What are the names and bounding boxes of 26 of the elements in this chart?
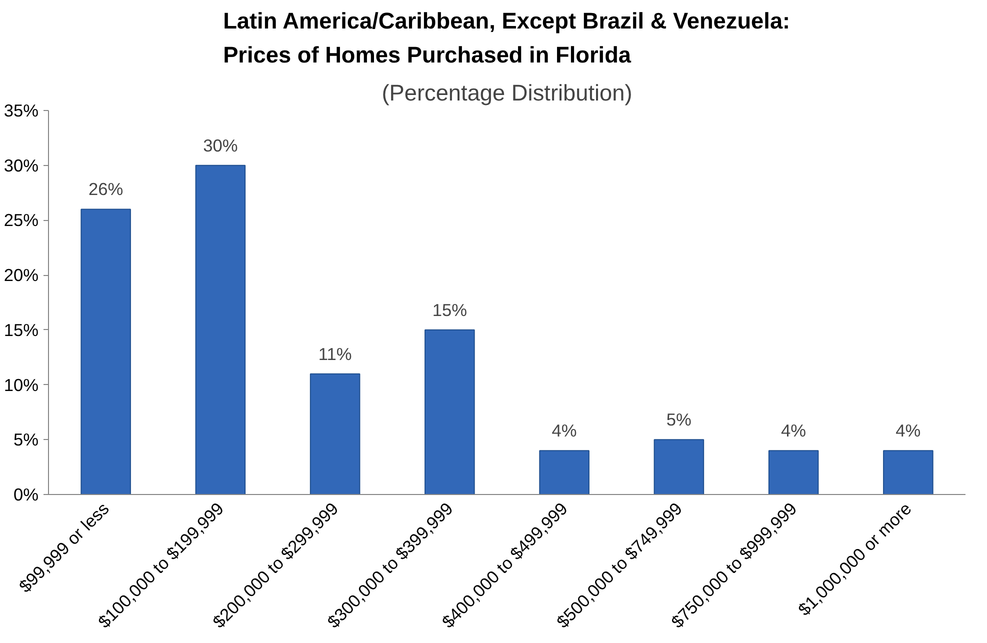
bar xyxy=(883,450,934,494)
y-tick-label: 10% xyxy=(4,374,39,395)
y-tick-label: 30% xyxy=(4,155,39,176)
chart-title: Latin America/Caribbean, Except Brazil & Venezuela: Prices of Homes Purchased in Florida xyxy=(223,8,790,68)
y-tick-label: 15% xyxy=(4,320,39,340)
data-label: 4% xyxy=(552,420,577,441)
bar xyxy=(539,450,590,494)
bar xyxy=(768,450,819,494)
data-label: 26% xyxy=(88,179,124,200)
bar xyxy=(195,164,246,494)
data-label: 30% xyxy=(203,135,238,156)
bar xyxy=(654,439,704,494)
data-label: 11% xyxy=(318,344,352,364)
y-tick-label: 25% xyxy=(4,210,39,230)
data-label: 5% xyxy=(666,410,692,430)
bar xyxy=(424,329,475,494)
y-tick-label: 0% xyxy=(13,484,38,504)
data-label: 4% xyxy=(781,420,806,441)
y-tick-label: 5% xyxy=(13,430,38,450)
y-tick-label: 20% xyxy=(4,265,39,286)
data-label: 15% xyxy=(432,300,468,320)
chart-subtitle: (Percentage Distribution) xyxy=(382,80,632,106)
y-tick-label: 35% xyxy=(4,100,39,120)
bar xyxy=(310,373,360,494)
data-label: 4% xyxy=(896,420,921,441)
bar xyxy=(80,208,131,494)
